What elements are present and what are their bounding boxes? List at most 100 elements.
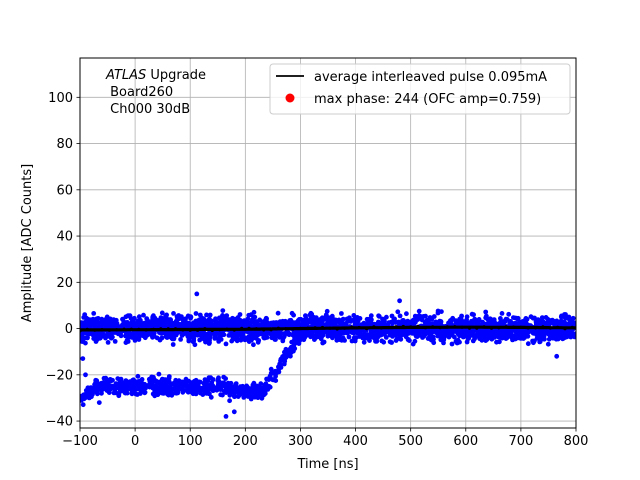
data-point [376, 314, 382, 319]
average-pulse-sample [181, 328, 185, 332]
data-point [241, 395, 247, 400]
data-point [118, 333, 124, 339]
data-point [168, 382, 173, 388]
data-point [136, 314, 142, 320]
data-point [437, 318, 443, 324]
data-point [554, 353, 560, 359]
data-point [396, 320, 402, 326]
average-pulse-sample [511, 325, 516, 329]
data-point [525, 322, 530, 327]
data-point [174, 387, 180, 393]
data-point [101, 375, 107, 381]
data-point [483, 309, 489, 315]
data-point [479, 337, 485, 343]
data-point [229, 389, 235, 394]
data-point [523, 316, 529, 321]
data-point [515, 315, 521, 321]
data-point [295, 322, 301, 328]
data-point [532, 315, 537, 321]
average-pulse-sample [254, 327, 258, 331]
y-tick-label: 60 [56, 183, 73, 198]
data-point [560, 333, 566, 339]
average-pulse-sample [416, 324, 420, 328]
data-point [494, 339, 499, 345]
data-point [91, 311, 97, 316]
data-point [252, 314, 258, 320]
data-point [170, 331, 175, 336]
data-point [550, 318, 556, 324]
data-point [373, 338, 378, 344]
data-point [141, 312, 146, 318]
data-point [304, 330, 310, 336]
data-point [180, 387, 186, 392]
average-pulse-sample [401, 324, 405, 329]
data-point [423, 320, 428, 326]
average-pulse-sample [313, 326, 317, 330]
annotation-upgrade: Upgrade [146, 68, 206, 83]
data-point [251, 335, 257, 341]
data-point [128, 315, 134, 321]
data-point [88, 385, 94, 391]
x-tick-label: 0 [131, 434, 139, 449]
data-point [194, 291, 200, 297]
data-point [287, 323, 292, 329]
data-point [218, 337, 224, 342]
data-point [104, 382, 109, 388]
average-pulse-sample [203, 327, 207, 331]
average-pulse-sample [173, 327, 178, 331]
data-point [325, 333, 331, 339]
data-point [186, 378, 192, 384]
data-point [96, 400, 102, 405]
average-pulse-sample [548, 326, 552, 330]
data-point [232, 334, 238, 340]
data-point [135, 318, 141, 324]
data-point [251, 342, 256, 348]
data-point [145, 383, 151, 388]
data-point [163, 381, 169, 387]
x-tick-label: 500 [398, 434, 423, 449]
data-point [259, 395, 265, 401]
data-point [419, 317, 425, 323]
data-point [273, 330, 278, 336]
data-point [484, 313, 489, 319]
average-pulse-sample [218, 328, 222, 332]
data-point [281, 321, 287, 327]
data-point [208, 323, 214, 329]
average-pulse-sample [541, 325, 545, 329]
data-point [95, 322, 100, 328]
data-point [137, 383, 143, 389]
data-point [511, 315, 516, 320]
data-point [262, 317, 268, 323]
data-point [206, 341, 212, 346]
average-pulse-sample [210, 328, 214, 332]
data-point [135, 373, 141, 379]
data-point [184, 384, 190, 389]
data-point [281, 331, 287, 337]
data-point [216, 379, 222, 384]
data-point [476, 332, 482, 337]
data-point [239, 389, 244, 394]
data-point [349, 338, 355, 344]
data-point [204, 312, 209, 318]
data-point [83, 395, 88, 401]
x-axis-ticks: −100 0 100 200 300 400 500 600 700 800 [62, 428, 588, 449]
data-point [198, 379, 203, 385]
data-point [208, 331, 214, 337]
data-point [205, 378, 211, 384]
data-point [351, 313, 357, 318]
data-point [288, 353, 293, 359]
average-pulse-sample [379, 326, 383, 330]
average-pulse-sample [93, 328, 97, 332]
legend-label-max-phase: max phase: 244 (OFC amp=0.759) [314, 92, 541, 107]
data-point [86, 395, 92, 401]
data-point [317, 317, 323, 322]
data-point [112, 388, 118, 394]
data-point [404, 311, 409, 317]
data-point [340, 330, 346, 336]
data-point [418, 314, 423, 319]
data-point [247, 323, 253, 328]
data-point [238, 318, 244, 324]
data-point [170, 321, 175, 326]
data-point [120, 387, 126, 393]
data-point [499, 319, 505, 325]
